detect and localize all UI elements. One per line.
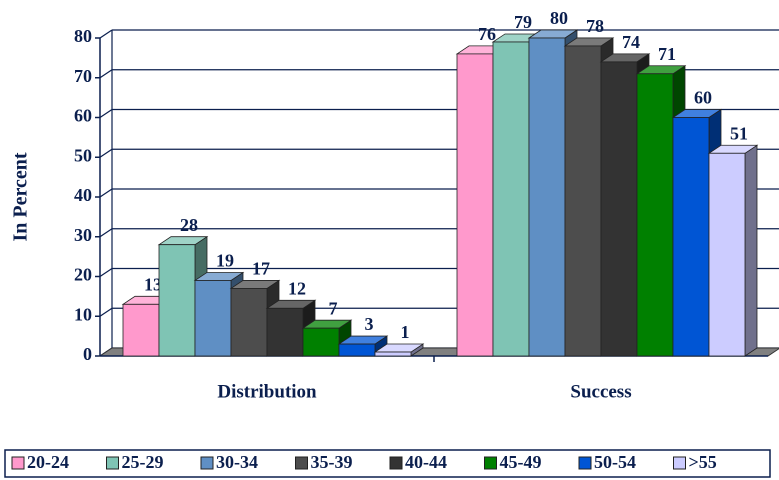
- legend-label: 20-24: [27, 452, 69, 472]
- bar: [564, 45, 602, 357]
- bar: [456, 53, 494, 357]
- y-tick-label: 0: [83, 344, 92, 364]
- legend-label: 35-39: [311, 452, 353, 472]
- grid-side: [99, 29, 113, 39]
- data-label: 7: [329, 298, 338, 318]
- data-label: 80: [550, 8, 568, 28]
- grid-side: [99, 228, 113, 238]
- bar: [528, 37, 566, 357]
- bar: [230, 288, 268, 357]
- data-label: 12: [288, 278, 306, 298]
- grid-side: [99, 188, 113, 198]
- bar: [708, 152, 746, 357]
- legend-swatch: [11, 456, 25, 470]
- data-label: 17: [252, 259, 270, 279]
- data-label: 60: [694, 88, 712, 108]
- legend-label: >55: [689, 452, 717, 472]
- legend-label: 30-34: [216, 452, 258, 472]
- bar: [158, 244, 196, 357]
- legend-label: 45-49: [500, 452, 542, 472]
- data-label: 19: [216, 251, 234, 271]
- grid-side: [99, 148, 113, 158]
- data-label: 74: [622, 32, 640, 52]
- legend-swatch: [200, 456, 214, 470]
- legend-swatch: [578, 456, 592, 470]
- legend-swatch: [295, 456, 308, 470]
- bar: [302, 327, 340, 357]
- y-tick-label: 20: [74, 265, 92, 285]
- y-tick-label: 10: [74, 304, 92, 324]
- bar-group: [707, 144, 759, 357]
- bar: [636, 73, 674, 357]
- legend-swatch: [484, 456, 497, 470]
- bar-group: [373, 343, 425, 357]
- data-label: 71: [658, 44, 676, 64]
- bar: [266, 307, 304, 357]
- data-label: 13: [144, 274, 162, 294]
- bar: [672, 117, 710, 357]
- grid-side: [99, 69, 113, 79]
- data-label: 28: [180, 215, 198, 235]
- bar: [492, 41, 530, 357]
- bar: [338, 343, 376, 357]
- bar-side: [744, 144, 758, 357]
- data-label: 3: [365, 314, 374, 334]
- grid-side: [99, 109, 113, 118]
- y-tick-label: 50: [74, 145, 92, 165]
- bar: [374, 351, 412, 357]
- bar: [600, 61, 638, 357]
- grid-side: [99, 268, 113, 277]
- legend-label: 25-29: [122, 452, 164, 472]
- bar: [194, 280, 232, 357]
- bar: [122, 303, 160, 357]
- y-tick-label: 30: [74, 225, 92, 245]
- legend-label: 40-44: [405, 452, 447, 472]
- data-label: 79: [514, 12, 532, 32]
- grid-side: [99, 307, 113, 317]
- legend-swatch: [106, 456, 119, 470]
- y-tick-label: 80: [74, 26, 92, 46]
- legend-swatch: [673, 456, 686, 470]
- data-label: 78: [586, 16, 604, 36]
- data-label: 51: [730, 123, 748, 143]
- y-tick-label: 40: [74, 185, 92, 205]
- bar-group: [301, 319, 353, 357]
- legend-swatch: [389, 456, 403, 470]
- data-label: 1: [401, 322, 410, 342]
- legend-box: [4, 449, 771, 478]
- x-tick-label: Success: [570, 381, 631, 402]
- y-tick-label: 60: [74, 106, 92, 126]
- y-axis-title: In Percent: [10, 152, 32, 241]
- y-tick-label: 70: [74, 66, 92, 86]
- x-tick-label: Distribution: [217, 381, 317, 402]
- legend-label: 50-54: [594, 452, 636, 472]
- data-label: 76: [478, 24, 496, 44]
